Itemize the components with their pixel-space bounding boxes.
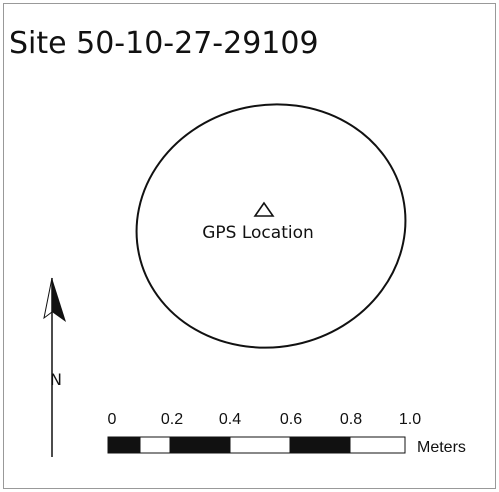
scale-label: 1.0 [399,411,421,428]
north-label: N [50,370,62,389]
gps-label: GPS Location [202,223,314,243]
scale-label: 0.8 [340,411,362,428]
scale-label: 0.6 [280,411,302,428]
scale-label: 0.2 [161,411,183,428]
scale-unit: Meters [417,439,466,456]
scale-segment [169,436,231,454]
scale-segment [107,436,141,454]
map-title: Site 50-10-27-29109 [9,26,319,61]
scale-segment [349,436,406,454]
gps-marker [253,201,275,217]
site-boundary [135,103,407,349]
north-arrow-outline [43,277,53,320]
scale-segment [139,436,171,454]
scale-label: 0.4 [219,411,241,428]
scale-bar [107,436,406,454]
scale-segment [229,436,291,454]
scale-segment [289,436,351,454]
frame [3,3,496,489]
north-arrow-head [52,278,66,322]
scale-label: 0 [108,411,117,428]
